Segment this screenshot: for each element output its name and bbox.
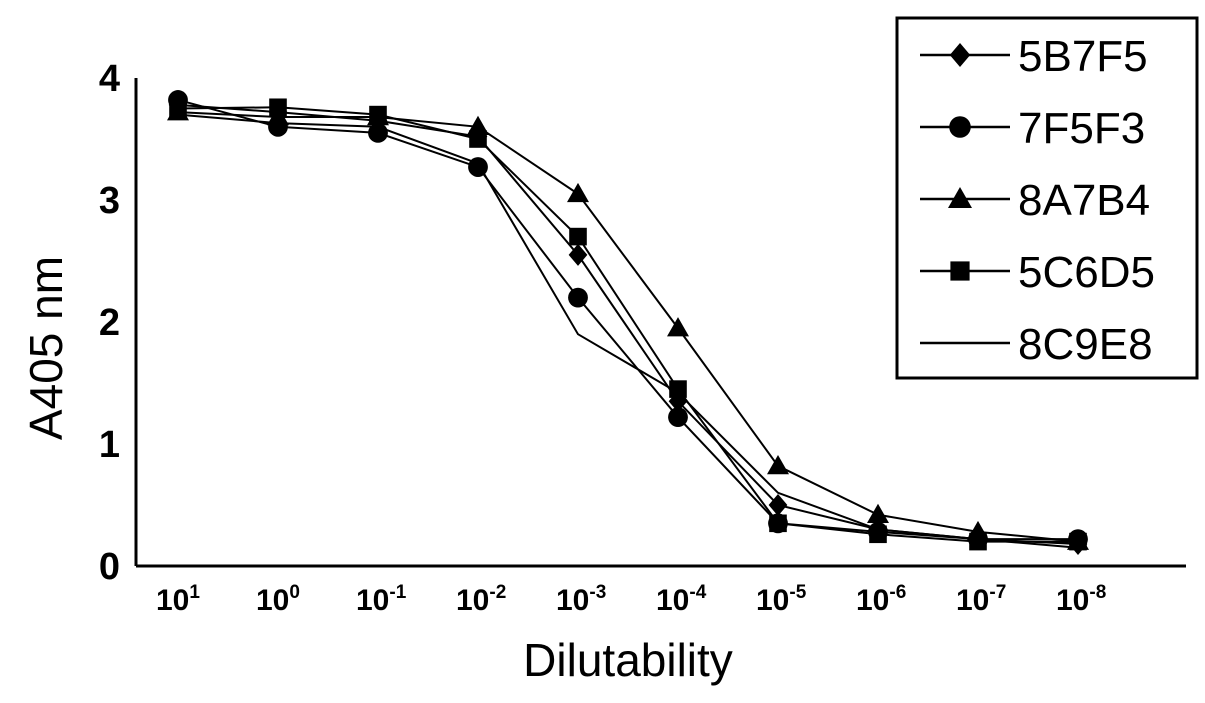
- y-axis-title: A405 nm: [20, 256, 72, 440]
- data-point-triangle: [767, 454, 789, 475]
- y-tick-label: 0: [99, 546, 120, 588]
- legend: 5B7F5 7F5F3 8A7B4 5C6D5 8C9E8: [895, 16, 1199, 380]
- x-tick-exponent: -6: [889, 582, 906, 603]
- x-tick-exponent: -3: [589, 582, 606, 603]
- legend-item: 5B7F5: [920, 32, 1148, 81]
- data-point-square: [769, 514, 787, 533]
- x-tick-label: 10-7: [956, 582, 1006, 617]
- series-group: [167, 90, 1089, 556]
- legend-label: 8C9E8: [1018, 320, 1153, 369]
- x-tick-exponent: -4: [689, 582, 706, 603]
- x-tick-base: 10: [456, 584, 489, 617]
- x-axis-title: Dilutability: [523, 634, 733, 686]
- series-line: [177, 98, 1078, 541]
- x-tick-base: 10: [1056, 584, 1089, 617]
- y-ticks: 0 1 2 3 4: [99, 58, 120, 588]
- x-tick-exponent: -1: [389, 582, 406, 603]
- x-tick-label: 101: [156, 582, 200, 617]
- series-line: [177, 113, 1079, 549]
- x-tick-base: 10: [656, 584, 689, 617]
- x-tick-label: 10-5: [756, 582, 807, 617]
- x-tick-label: 10-3: [556, 582, 606, 617]
- data-point-square: [969, 532, 987, 551]
- x-tick-base: 10: [856, 584, 889, 617]
- data-point-square: [169, 99, 187, 118]
- y-tick-label: 1: [99, 424, 120, 466]
- y-tick-label: 4: [99, 58, 120, 100]
- data-point-triangle: [867, 503, 889, 524]
- series-5C6D5: [169, 98, 1087, 551]
- legend-item: 5C6D5: [920, 248, 1155, 297]
- legend-label: 5B7F5: [1018, 32, 1148, 81]
- data-point-square: [669, 380, 687, 398]
- chart-axes: [134, 78, 1186, 568]
- data-point-diamond: [949, 43, 971, 67]
- legend-item: 8A7B4: [920, 176, 1150, 225]
- x-tick-base: 10: [256, 584, 289, 617]
- data-point-triangle: [667, 317, 689, 337]
- x-tick-base: 10: [956, 584, 989, 617]
- data-point-circle: [568, 287, 588, 308]
- data-point-diamond: [568, 243, 588, 266]
- x-tick-base: 10: [356, 584, 389, 617]
- data-point-triangle: [948, 187, 972, 208]
- x-tick-base: 10: [756, 584, 789, 617]
- x-ticks: 101 100 10-1 10-2 10-3 10-4 10-5 10-6 10-7 10-8: [156, 582, 1106, 617]
- data-point-circle: [668, 407, 688, 428]
- x-tick-exponent: -7: [989, 582, 1006, 603]
- series-line: [177, 111, 1079, 543]
- x-tick-label: 10-1: [356, 582, 407, 617]
- data-point-square: [469, 130, 487, 148]
- x-tick-label: 10-6: [856, 582, 906, 617]
- x-tick-base: 10: [556, 584, 589, 617]
- legend-item: 7F5F3: [920, 104, 1145, 153]
- data-point-triangle: [567, 182, 589, 203]
- x-tick-label: 100: [256, 582, 300, 617]
- y-tick-label: 2: [99, 302, 120, 344]
- x-tick-exponent: -8: [1089, 582, 1106, 603]
- data-point-square: [1069, 532, 1087, 551]
- x-tick-exponent: 0: [289, 582, 300, 603]
- x-tick-label: 10-8: [1056, 582, 1106, 617]
- series-line: [177, 106, 1078, 543]
- legend-label: 7F5F3: [1018, 104, 1145, 153]
- legend-label: 8A7B4: [1018, 176, 1150, 225]
- data-point-circle: [949, 116, 971, 138]
- x-tick-base: 10: [156, 584, 189, 617]
- x-tick-label: 10-4: [656, 582, 707, 617]
- data-point-diamond: [768, 494, 788, 516]
- data-point-square: [369, 105, 387, 124]
- x-tick-exponent: -2: [489, 582, 506, 603]
- x-tick-label: 10-2: [456, 582, 506, 617]
- data-point-square: [269, 98, 287, 117]
- series-8C9E8: [177, 113, 1079, 549]
- data-point-square: [950, 261, 970, 281]
- legend-label: 5C6D5: [1018, 248, 1155, 297]
- x-tick-exponent: -5: [789, 582, 806, 603]
- legend-item: 8C9E8: [920, 320, 1153, 369]
- y-tick-label: 3: [99, 180, 120, 222]
- x-tick-exponent: 1: [189, 582, 200, 603]
- data-point-square: [569, 227, 587, 246]
